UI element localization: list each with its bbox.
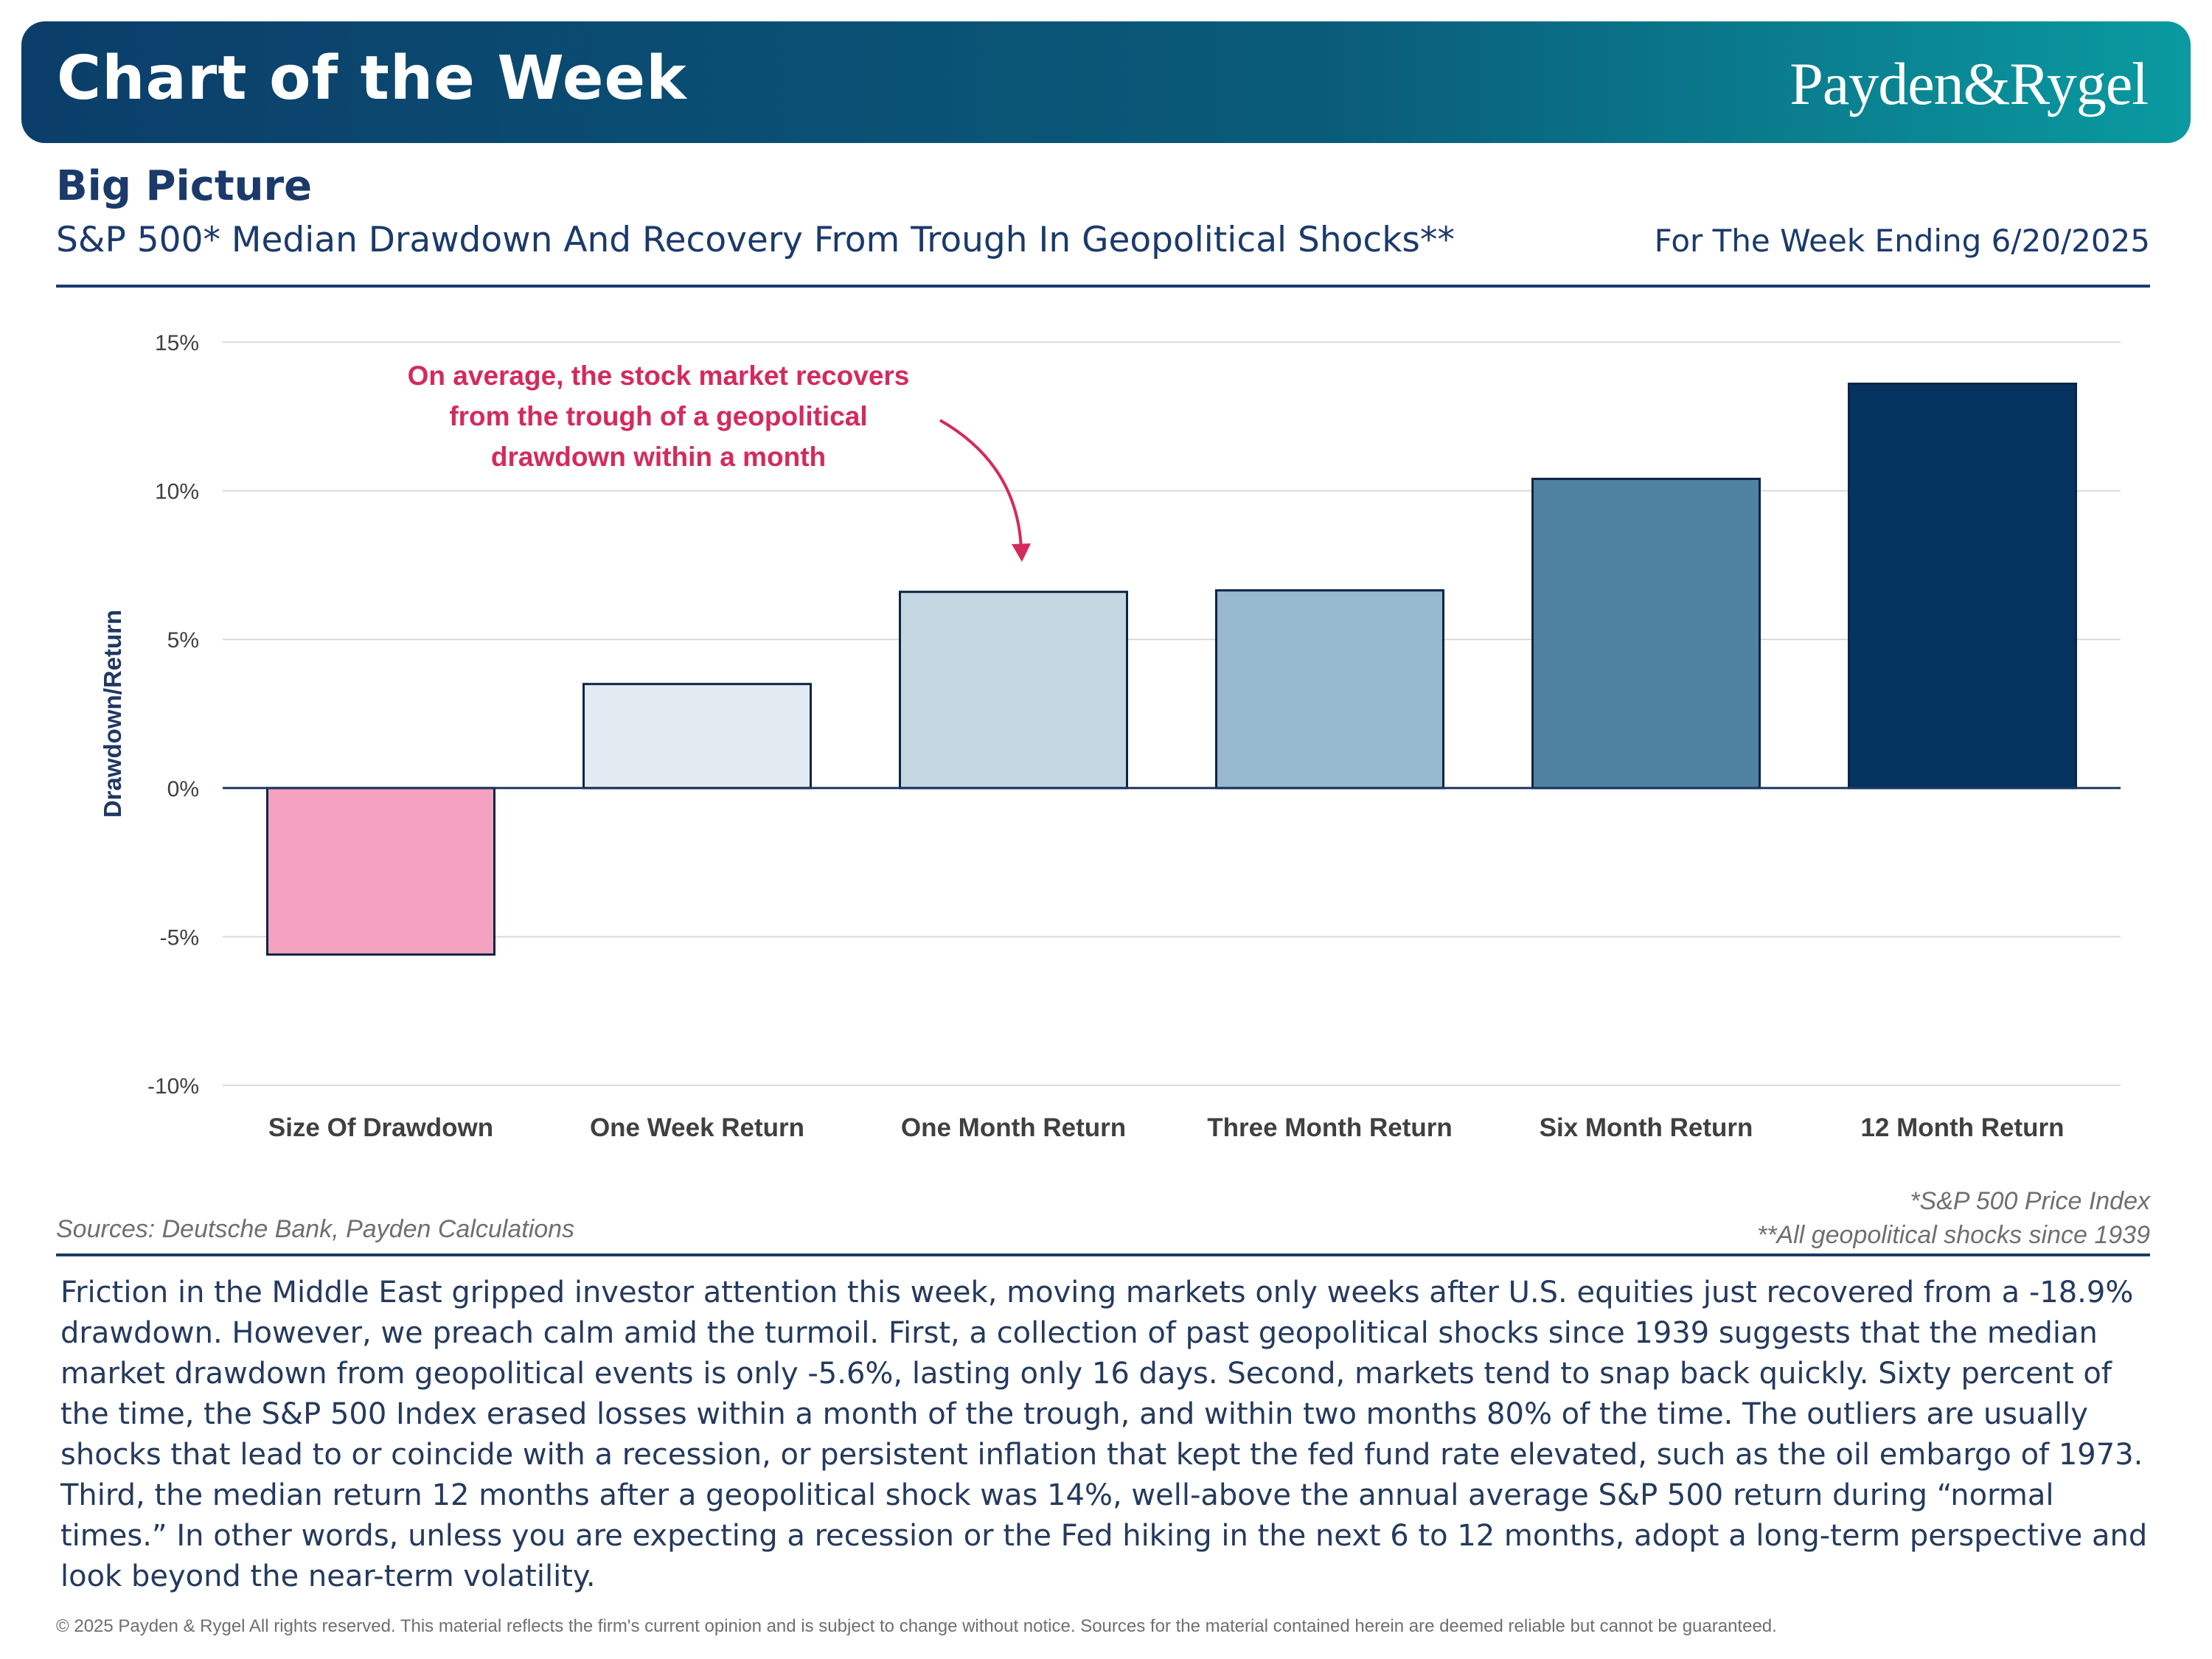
y-tick-label: -10% [147, 1074, 199, 1099]
bar [266, 787, 495, 956]
bar-chart: 15% 10% 5% 0% -5% -10% Drawdown/Return Size Of … [99, 331, 2121, 1142]
y-tick-label: 5% [167, 628, 199, 653]
x-tick-label: Size Of Drawdown [268, 1113, 493, 1142]
commentary: Friction in the Middle East gripped inve… [60, 1276, 2148, 1593]
bar [582, 683, 812, 790]
x-tick-label: One Week Return [590, 1113, 804, 1142]
footnotes: *S&P 500 Price Index **All geopolitical … [1757, 1184, 2150, 1252]
y-tick-label: 15% [155, 331, 199, 355]
annotation-arrow [939, 419, 1023, 550]
bar [1215, 589, 1444, 790]
annotation-text: from the trough of a geopolitical [449, 401, 867, 431]
x-tick-label: One Month Return [901, 1113, 1126, 1142]
banner-title: Chart of the Week [57, 44, 687, 114]
section-title: Big Picture [56, 162, 313, 210]
y-tick-label: -5% [160, 925, 199, 950]
x-tick-label: Six Month Return [1540, 1113, 1753, 1142]
y-tick-label: 10% [155, 480, 199, 504]
annotation-text: On average, the stock market recovers [408, 361, 910, 391]
footnote-shocks: **All geopolitical shocks since 1939 [1757, 1221, 2150, 1249]
chart-subtitle: S&P 500* Median Drawdown And Recovery Fr… [56, 220, 1455, 260]
bar [899, 591, 1128, 790]
y-axis-label: Drawdown/Return [99, 610, 126, 818]
week-ending: For The Week Ending 6/20/2025 [1654, 223, 2150, 259]
annotation-arrowhead [1012, 543, 1031, 562]
x-tick-label: Three Month Return [1207, 1113, 1452, 1142]
bottom-divider [56, 1253, 2150, 1256]
sources-note: Sources: Deutsche Bank, Payden Calculati… [56, 1215, 575, 1243]
footnote-sp500: *S&P 500 Price Index [1910, 1187, 2150, 1215]
x-tick-label: 12 Month Return [1860, 1113, 2064, 1142]
copyright-footer: © 2025 Payden & Rygel All rights reserve… [56, 1616, 1777, 1636]
top-divider [56, 285, 2150, 288]
brand-logo: Payden&Rygel [1790, 50, 2149, 117]
y-tick-label: 0% [167, 777, 199, 801]
annotation-text: drawdown within a month [491, 442, 826, 472]
header-banner: Chart of the Week Payden&Rygel [21, 21, 2191, 143]
bar [1848, 382, 2077, 790]
bar [1531, 477, 1761, 790]
